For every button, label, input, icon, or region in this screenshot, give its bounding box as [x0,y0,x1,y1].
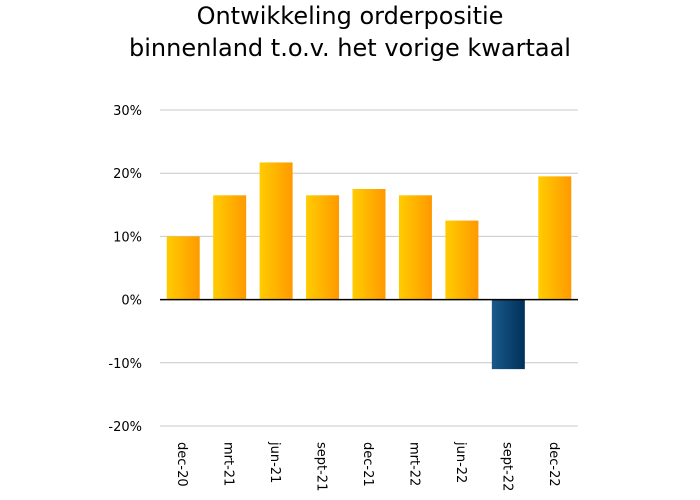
y-tick-label: 0% [121,294,142,309]
bar-mrt-22 [398,195,432,300]
bar-sept-22 [491,299,525,370]
x-category-label: mrt-21 [221,442,236,486]
bar-dec-22 [538,176,572,300]
x-category-label: dec-20 [174,442,189,487]
bar-dec-20 [166,236,200,300]
y-tick-label: -10% [108,357,142,372]
chart-title-line-2: binnenland t.o.v. het vorige kwartaal [129,34,571,62]
x-category-label: dec-21 [360,442,375,487]
x-category-label: sept-21 [314,442,329,491]
bar-jun-21 [259,162,293,300]
x-axis-category-labels: dec-20 mrt-21 jun-21 sept-21 dec-21 mrt-22 jun… [174,441,561,491]
x-category-label: sept-22 [499,442,514,491]
x-category-label: jun-22 [453,441,468,483]
bar-sept-21 [306,195,340,300]
y-tick-label: 10% [113,230,142,245]
y-tick-label: 20% [113,167,142,182]
bars [166,162,572,370]
bar-jun-22 [445,220,479,300]
y-tick-label: 30% [113,104,142,119]
y-tick-label: -20% [108,420,142,435]
chart-title: Ontwikkeling orderpositie binnenland t.o… [0,0,700,64]
x-category-label: jun-21 [267,441,282,483]
bar-mrt-21 [213,195,247,300]
chart-title-line-1: Ontwikkeling orderpositie [196,2,504,30]
bar-dec-21 [352,189,386,300]
x-category-label: mrt-22 [406,442,421,486]
y-axis-tick-labels: -20% -10% 0% 10% 20% 30% [108,104,142,435]
x-category-label: dec-22 [546,442,561,487]
